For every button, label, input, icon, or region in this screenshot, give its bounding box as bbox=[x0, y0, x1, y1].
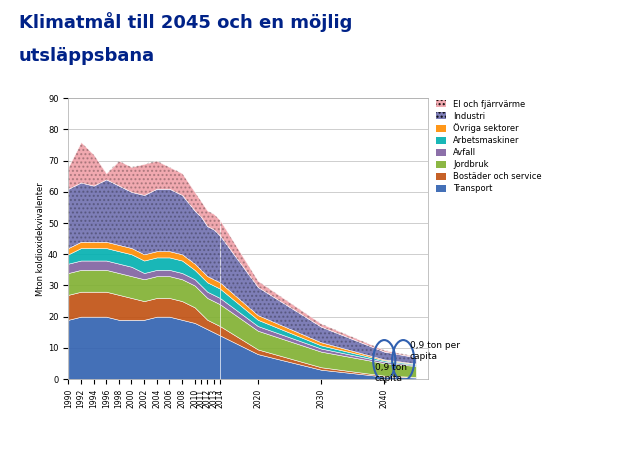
Text: utsläppsbana: utsläppsbana bbox=[19, 47, 155, 65]
Y-axis label: Mton koldioxidekvivalenter: Mton koldioxidekvivalenter bbox=[36, 182, 45, 296]
Text: Klimatmål till 2045 och en möjlig: Klimatmål till 2045 och en möjlig bbox=[19, 12, 352, 32]
Text: 0,9 ton
capita: 0,9 ton capita bbox=[375, 363, 407, 382]
Text: Miljömålsberedningen: Miljömålsberedningen bbox=[6, 445, 137, 456]
Text: 0,9 ton per
capita: 0,9 ton per capita bbox=[409, 341, 460, 361]
Legend: El och fjärrvärme, Industri, Övriga sektorer, Arbetsmaskiner, Avfall, Jordbruk, : El och fjärrvärme, Industri, Övriga sekt… bbox=[437, 100, 542, 193]
